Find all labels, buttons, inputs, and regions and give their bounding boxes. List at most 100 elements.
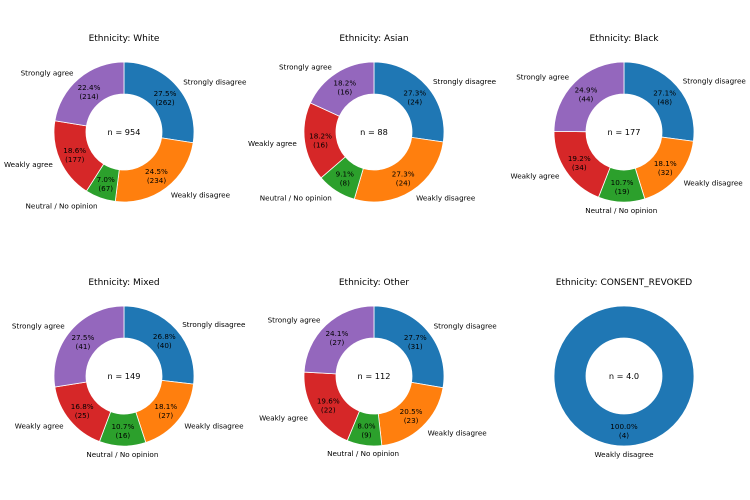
slice-percent-label: 16.8% [71, 402, 94, 411]
slice-category-label: Strongly disagree [683, 77, 747, 86]
donut-chart-black: Ethnicity: Black 27.1%(48) Strongly disagr… [511, 34, 747, 215]
chart-title: Ethnicity: Asian [339, 34, 408, 44]
slice-percent-label: 18.6% [63, 146, 86, 155]
slice-count-label: (27) [158, 411, 173, 420]
slice-percent-label: 24.1% [325, 329, 348, 338]
donut-chart-white: Ethnicity: White 27.5%(262) Strongly disag… [4, 34, 247, 210]
chart-title: Ethnicity: Other [339, 278, 410, 288]
slice-category-label: Strongly disagree [433, 77, 497, 86]
slice-count-label: (27) [330, 338, 345, 347]
slice-strongly-agree [303, 305, 375, 375]
slice-weakly-disagree [553, 305, 695, 447]
center-total-label: n = 88 [360, 127, 388, 137]
slice-category-label: Neutral / No opinion [260, 194, 332, 203]
slice-strongly-agree [309, 61, 375, 117]
slice-percent-label: 7.0% [97, 175, 115, 184]
slice-count-label: (32) [658, 168, 673, 177]
slice-count-label: (19) [615, 187, 630, 196]
slice-category-label: Neutral / No opinion [327, 449, 399, 458]
slice-category-label: Weakly agree [511, 172, 560, 181]
center-total-label: n = 954 [108, 127, 141, 137]
slice-count-label: (16) [115, 431, 130, 440]
slice-percent-label: 10.7% [111, 422, 134, 431]
slice-percent-label: 18.1% [654, 159, 677, 168]
slice-category-label: Weakly agree [15, 421, 64, 430]
slice-count-label: (214) [79, 92, 99, 101]
slice-percent-label: 9.1% [336, 169, 354, 178]
slice-count-label: (41) [76, 342, 91, 351]
slice-count-label: (262) [155, 98, 175, 107]
slice-category-label: Weakly disagree [171, 190, 231, 199]
center-total-label: n = 149 [108, 371, 141, 381]
slice-count-label: (16) [337, 88, 352, 97]
slice-percent-label: 27.5% [71, 333, 94, 342]
slice-category-label: Strongly agree [279, 62, 332, 71]
slice-category-label: Neutral / No opinion [585, 206, 657, 215]
slice-percent-label: 24.9% [575, 86, 598, 95]
donut-chart-other: Ethnicity: Other 27.7%(31) Strongly disagr… [259, 278, 497, 458]
slice-weakly-disagree [353, 136, 444, 203]
donut-chart-mixed: Ethnicity: Mixed 26.8%(40) Strongly disagr… [12, 278, 246, 459]
slice-percent-label: 27.3% [392, 169, 415, 178]
slice-count-label: (48) [657, 97, 672, 106]
slice-count-label: (34) [572, 163, 587, 172]
slice-percent-label: 22.4% [78, 83, 101, 92]
slice-percent-label: 20.5% [400, 407, 423, 416]
slice-percent-label: 19.2% [568, 154, 591, 163]
slice-count-label: (24) [396, 178, 411, 187]
chart-title: Ethnicity: Black [589, 34, 659, 44]
slice-strongly-agree [53, 305, 125, 388]
slice-strongly-agree [553, 61, 625, 133]
slice-percent-label: 19.6% [317, 397, 340, 406]
slice-count-label: (22) [321, 406, 336, 415]
slice-count-label: (4) [619, 431, 629, 440]
slice-strongly-disagree [123, 61, 195, 144]
slice-percent-label: 27.3% [403, 89, 426, 98]
slice-category-label: Weakly disagree [184, 421, 244, 430]
slice-category-label: Strongly agree [12, 321, 65, 330]
slice-percent-label: 27.7% [404, 333, 427, 342]
slice-category-label: Strongly agree [268, 315, 321, 324]
slice-count-label: (67) [98, 184, 113, 193]
slice-count-label: (31) [408, 342, 423, 351]
chart-title: Ethnicity: CONSENT_REVOKED [556, 278, 693, 288]
slice-count-label: (8) [340, 178, 350, 187]
slice-strongly-disagree [373, 305, 445, 389]
slice-percent-label: 18.1% [154, 402, 177, 411]
slice-category-label: Weakly disagree [684, 178, 744, 187]
slice-category-label: Weakly agree [4, 160, 53, 169]
slice-category-label: Neutral / No opinion [26, 201, 98, 210]
chart-title: Ethnicity: White [89, 34, 160, 44]
slice-count-label: (234) [147, 176, 167, 185]
slice-percent-label: 27.1% [653, 88, 676, 97]
slice-count-label: (9) [361, 430, 371, 439]
slice-count-label: (25) [75, 411, 90, 420]
slice-strongly-disagree [373, 61, 445, 143]
slice-count-label: (44) [579, 95, 594, 104]
slice-percent-label: 10.7% [611, 178, 634, 187]
slice-count-label: (23) [404, 416, 419, 425]
slice-percent-label: 18.2% [309, 132, 332, 141]
slice-category-label: Neutral / No opinion [86, 450, 158, 459]
slice-category-label: Strongly disagree [182, 320, 246, 329]
slice-strongly-disagree [623, 61, 695, 142]
slice-percent-label: 100.0% [610, 422, 638, 431]
slice-count-label: (40) [157, 341, 172, 350]
slice-percent-label: 24.5% [145, 167, 168, 176]
slice-category-label: Weakly disagree [594, 450, 654, 459]
slice-category-label: Weakly disagree [416, 194, 476, 203]
slice-percent-label: 26.8% [153, 332, 176, 341]
slice-count-label: (24) [407, 98, 422, 107]
slice-category-label: Weakly disagree [428, 429, 488, 438]
slice-category-label: Weakly agree [248, 139, 297, 148]
slice-category-label: Strongly disagree [183, 77, 247, 86]
slice-percent-label: 8.0% [357, 421, 375, 430]
slice-percent-label: 27.5% [154, 89, 177, 98]
slice-percent-label: 18.2% [333, 79, 356, 88]
center-total-label: n = 4.0 [609, 371, 639, 381]
slice-category-label: Strongly agree [516, 73, 569, 82]
slice-count-label: (16) [313, 141, 328, 150]
center-total-label: n = 177 [608, 127, 641, 137]
